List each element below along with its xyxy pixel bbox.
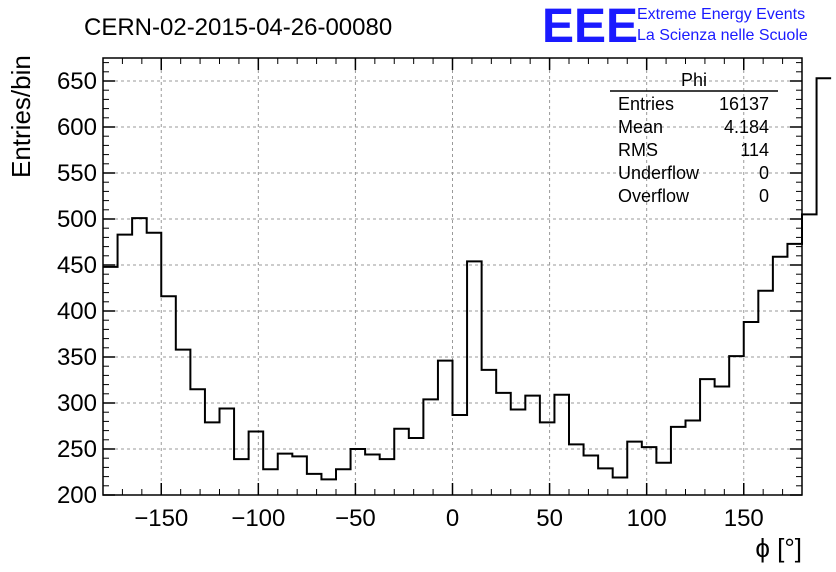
y-axis-label: Entries/bin — [6, 55, 36, 178]
x-tick-label: −150 — [134, 505, 188, 532]
y-tick-label: 500 — [57, 206, 97, 233]
y-tick-label: 350 — [57, 344, 97, 371]
x-tick-labels: −150 −100 −50 0 50 100 150 — [134, 505, 764, 532]
x-tick-label: 100 — [627, 505, 667, 532]
y-tick-labels: 200 250 300 350 400 450 500 550 600 650 — [57, 68, 97, 509]
x-tick-label: 0 — [446, 505, 459, 532]
stats-row-label: Overflow — [618, 186, 690, 206]
stats-row-label: Underflow — [618, 163, 700, 183]
eee-logo: EEE Extreme Energy Events La Scienza nel… — [542, 0, 808, 53]
stats-row-value: 4.184 — [724, 117, 769, 137]
logo-line-2: La Scienza nelle Scuole — [637, 27, 808, 44]
x-axis-label: ϕ [°] — [755, 533, 802, 563]
logo-line-1: Extreme Energy Events — [637, 6, 805, 23]
y-tick-label: 200 — [57, 482, 97, 509]
logo-mark: EEE — [542, 0, 638, 53]
stats-row-label: Mean — [618, 117, 663, 137]
stats-row-value: 16137 — [719, 94, 769, 114]
y-tick-label: 550 — [57, 160, 97, 187]
y-tick-label: 450 — [57, 252, 97, 279]
stats-row-label: RMS — [618, 140, 658, 160]
stats-row-value: 0 — [759, 186, 769, 206]
histogram-series — [103, 77, 832, 481]
y-tick-label: 400 — [57, 298, 97, 325]
x-tick-label: −100 — [231, 505, 285, 532]
stats-box: Phi Entries 16137 Mean 4.184 RMS 114 Underflow… — [610, 70, 778, 206]
y-tick-label: 650 — [57, 68, 97, 95]
axis-ticks — [103, 58, 802, 496]
x-tick-label: 150 — [724, 505, 764, 532]
x-tick-label: 50 — [536, 505, 563, 532]
stats-row-value: 0 — [759, 163, 769, 183]
stats-row-value: 114 — [740, 140, 769, 160]
stats-title: Phi — [681, 70, 707, 90]
y-tick-label: 600 — [57, 114, 97, 141]
x-tick-label: −50 — [335, 505, 376, 532]
y-tick-label: 300 — [57, 390, 97, 417]
stats-row-label: Entries — [618, 94, 674, 114]
y-tick-label: 250 — [57, 436, 97, 463]
chart-title: CERN-02-2015-04-26-00080 — [84, 14, 392, 41]
